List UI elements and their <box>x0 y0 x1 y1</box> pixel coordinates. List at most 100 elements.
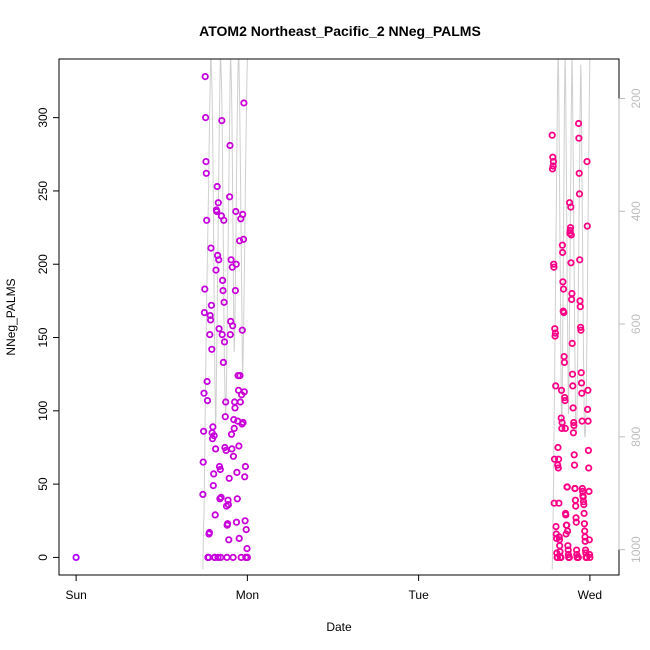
data-point <box>235 534 243 543</box>
y2-tick-label: 800 <box>629 427 643 447</box>
data-point <box>202 114 210 122</box>
data-point <box>576 297 584 305</box>
data-point <box>208 345 216 353</box>
data-point <box>223 553 231 562</box>
depth-profile-lines <box>202 58 591 570</box>
y-tick-label: 50 <box>36 477 50 491</box>
data-point <box>229 553 237 562</box>
data-point <box>572 546 581 554</box>
x-axis: Sun Mon Tue Wed <box>65 574 602 602</box>
data-point <box>560 308 568 317</box>
data-point <box>232 260 240 268</box>
data-point <box>226 193 234 201</box>
data-point <box>550 260 558 268</box>
data-point <box>552 382 560 390</box>
y-axis: 0 50 100 150 200 250 300 <box>36 107 60 561</box>
data-point <box>214 553 222 562</box>
data-point <box>569 404 577 412</box>
data-point <box>569 429 578 437</box>
data-point <box>554 455 563 463</box>
data-point <box>567 295 576 303</box>
y2-tick-label: 400 <box>629 201 643 221</box>
data-point <box>577 326 585 334</box>
secondary-y-axis: 200 400 600 800 1000 <box>618 88 643 563</box>
data-point <box>583 222 591 230</box>
data-point <box>226 330 234 339</box>
data-point <box>202 158 210 166</box>
data-point <box>570 451 578 459</box>
data-point <box>553 553 562 562</box>
data-point <box>569 382 577 390</box>
data-point <box>568 289 576 298</box>
data-point <box>584 386 592 394</box>
data-point <box>205 528 213 537</box>
data-point <box>564 542 572 550</box>
x-tick-label: Wed <box>578 588 602 602</box>
data-point <box>549 153 557 161</box>
data-point <box>579 498 588 506</box>
data-point <box>568 370 577 378</box>
data-point <box>215 325 223 333</box>
data-point <box>561 393 569 402</box>
data-point <box>201 73 209 81</box>
y-tick-label: 250 <box>36 181 50 201</box>
data-point <box>215 256 223 264</box>
data-point <box>581 527 589 535</box>
data-point <box>570 418 578 427</box>
data-point <box>581 546 590 554</box>
data-point <box>209 481 217 490</box>
chart-title: ATOM2 Northeast_Pacific_2 NNeg_PALMS <box>199 23 481 39</box>
data-point <box>220 298 228 306</box>
data-point <box>583 405 592 413</box>
data-point <box>585 464 593 472</box>
data-point <box>566 224 575 232</box>
data-point <box>571 496 580 504</box>
data-point <box>220 338 229 346</box>
data-point <box>584 446 593 454</box>
data-point <box>238 326 246 334</box>
data-point <box>572 518 580 526</box>
data-point <box>219 286 227 295</box>
data-point <box>235 442 243 450</box>
data-point <box>200 427 208 435</box>
data-point <box>563 527 572 535</box>
depth-line-0 <box>202 58 248 570</box>
data-points <box>72 73 594 562</box>
data-point <box>575 134 583 142</box>
data-point <box>203 216 211 224</box>
data-point <box>218 117 226 125</box>
data-point <box>213 207 221 216</box>
data-point <box>580 509 588 518</box>
data-point <box>576 323 585 331</box>
data-point <box>216 465 224 474</box>
plot-frame <box>58 58 620 576</box>
data-point <box>554 464 562 472</box>
y2-tick-label: 1000 <box>629 536 643 563</box>
y-tick-label: 200 <box>36 254 50 274</box>
data-point <box>229 452 237 460</box>
data-point <box>571 484 579 493</box>
data-point <box>555 533 563 541</box>
data-point <box>585 487 593 495</box>
data-point <box>576 256 584 264</box>
data-point <box>586 553 594 562</box>
data-point <box>202 169 210 177</box>
data-point <box>577 379 586 387</box>
data-point <box>564 546 572 554</box>
x-axis-label: Date <box>326 620 352 634</box>
data-point <box>199 490 207 498</box>
data-point <box>205 553 213 562</box>
data-point <box>224 500 232 509</box>
data-point <box>585 550 594 559</box>
data-point <box>207 244 215 252</box>
data-point <box>200 389 208 397</box>
data-point <box>210 432 218 440</box>
data-point <box>583 158 591 166</box>
data-point <box>241 517 249 525</box>
data-point <box>217 493 225 501</box>
x-tick-label: Tue <box>409 588 430 602</box>
data-point <box>578 484 587 493</box>
data-point <box>232 518 241 526</box>
data-point <box>554 443 562 452</box>
